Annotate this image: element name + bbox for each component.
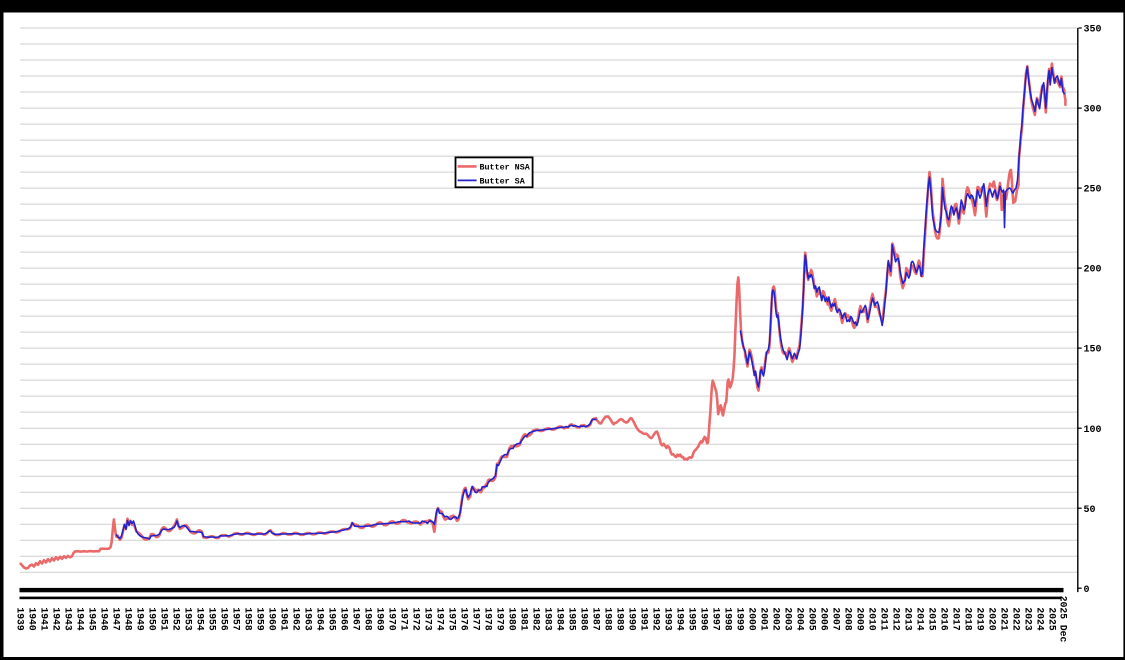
svg-text:1968: 1968: [363, 607, 374, 630]
svg-text:1990: 1990: [627, 607, 638, 630]
svg-text:2024: 2024: [1035, 607, 1046, 630]
svg-text:1955: 1955: [207, 607, 218, 630]
svg-text:1953: 1953: [183, 607, 194, 630]
svg-text:2011: 2011: [879, 607, 890, 630]
svg-text:2003: 2003: [783, 607, 794, 630]
svg-text:1984: 1984: [555, 607, 566, 630]
svg-text:1980: 1980: [507, 607, 518, 630]
svg-text:2021: 2021: [999, 607, 1010, 630]
svg-text:1988: 1988: [603, 607, 614, 630]
svg-text:1949: 1949: [135, 607, 146, 630]
svg-text:2020: 2020: [987, 607, 998, 630]
svg-text:2023: 2023: [1023, 607, 1034, 630]
svg-text:2010: 2010: [867, 607, 878, 630]
svg-text:1997: 1997: [711, 607, 722, 630]
svg-text:100: 100: [1084, 425, 1102, 436]
svg-text:250: 250: [1084, 185, 1102, 196]
svg-text:1986: 1986: [579, 607, 590, 630]
svg-text:1941: 1941: [39, 607, 50, 630]
svg-text:2016: 2016: [939, 607, 950, 630]
svg-text:1952: 1952: [171, 607, 182, 630]
svg-text:1970: 1970: [387, 607, 398, 630]
svg-text:2019: 2019: [975, 607, 986, 630]
svg-text:1942: 1942: [51, 607, 62, 630]
svg-text:2013: 2013: [903, 607, 914, 630]
svg-text:1993: 1993: [663, 607, 674, 630]
svg-text:1965: 1965: [327, 607, 338, 630]
svg-text:2001: 2001: [759, 607, 770, 630]
svg-text:1989: 1989: [615, 607, 626, 630]
svg-text:1951: 1951: [159, 607, 170, 630]
svg-text:1987: 1987: [591, 607, 602, 630]
svg-text:1954: 1954: [195, 607, 206, 630]
svg-text:1985: 1985: [567, 607, 578, 630]
svg-text:1964: 1964: [315, 607, 326, 630]
svg-text:1975: 1975: [447, 607, 458, 630]
svg-text:1978: 1978: [483, 607, 494, 630]
svg-text:2015: 2015: [927, 607, 938, 630]
svg-text:1973: 1973: [423, 607, 434, 630]
svg-text:0: 0: [1084, 585, 1090, 596]
svg-text:1991: 1991: [639, 607, 650, 630]
svg-text:1950: 1950: [147, 607, 158, 630]
svg-text:2018: 2018: [963, 607, 974, 630]
svg-text:150: 150: [1084, 345, 1102, 356]
svg-text:1957: 1957: [231, 607, 242, 630]
svg-text:1996: 1996: [699, 607, 710, 630]
svg-text:1963: 1963: [303, 607, 314, 630]
svg-text:1946: 1946: [99, 607, 110, 630]
svg-text:1944: 1944: [75, 607, 86, 630]
svg-text:1983: 1983: [543, 607, 554, 630]
svg-text:2005: 2005: [807, 607, 818, 630]
svg-text:1992: 1992: [651, 607, 662, 630]
svg-text:2022: 2022: [1011, 607, 1022, 630]
svg-text:1947: 1947: [111, 607, 122, 630]
svg-text:1998: 1998: [723, 607, 734, 630]
svg-text:2017: 2017: [951, 607, 962, 630]
svg-text:1961: 1961: [279, 607, 290, 630]
svg-text:2002: 2002: [771, 607, 782, 630]
svg-text:1958: 1958: [243, 607, 254, 630]
svg-text:1972: 1972: [411, 607, 422, 630]
svg-text:2000: 2000: [747, 607, 758, 630]
svg-text:1994: 1994: [675, 607, 686, 630]
svg-text:1940: 1940: [27, 607, 38, 630]
svg-text:1945: 1945: [87, 607, 98, 630]
svg-text:2014: 2014: [915, 607, 926, 630]
svg-text:2025: 2025: [1047, 607, 1058, 630]
svg-text:1956: 1956: [219, 607, 230, 630]
svg-text:1971: 1971: [399, 607, 410, 630]
svg-text:200: 200: [1084, 265, 1102, 276]
svg-text:Butter SA: Butter SA: [480, 176, 526, 186]
svg-text:2009: 2009: [855, 607, 866, 630]
svg-text:1995: 1995: [687, 607, 698, 630]
svg-text:1959: 1959: [255, 607, 266, 630]
svg-text:2012: 2012: [891, 607, 902, 630]
svg-text:1939: 1939: [15, 607, 26, 630]
svg-text:2025 Dec: 2025 Dec: [1058, 596, 1069, 643]
svg-text:1999: 1999: [735, 607, 746, 630]
svg-text:1981: 1981: [519, 607, 530, 630]
svg-text:50: 50: [1084, 505, 1096, 516]
svg-text:2006: 2006: [819, 607, 830, 630]
svg-text:1969: 1969: [375, 607, 386, 630]
svg-text:350: 350: [1084, 25, 1102, 36]
svg-text:300: 300: [1084, 105, 1102, 116]
svg-text:2004: 2004: [795, 607, 806, 630]
svg-text:1962: 1962: [291, 607, 302, 630]
svg-text:1977: 1977: [471, 607, 482, 630]
svg-text:1948: 1948: [123, 607, 134, 630]
svg-text:1976: 1976: [459, 607, 470, 630]
svg-text:1982: 1982: [531, 607, 542, 630]
svg-text:1967: 1967: [351, 607, 362, 630]
svg-text:Butter NSA: Butter NSA: [480, 162, 531, 172]
svg-text:2008: 2008: [843, 607, 854, 630]
svg-text:1974: 1974: [435, 607, 446, 630]
svg-text:1960: 1960: [267, 607, 278, 630]
svg-text:2007: 2007: [831, 607, 842, 630]
svg-text:1979: 1979: [495, 607, 506, 630]
svg-text:1943: 1943: [63, 607, 74, 630]
svg-text:1966: 1966: [339, 607, 350, 630]
